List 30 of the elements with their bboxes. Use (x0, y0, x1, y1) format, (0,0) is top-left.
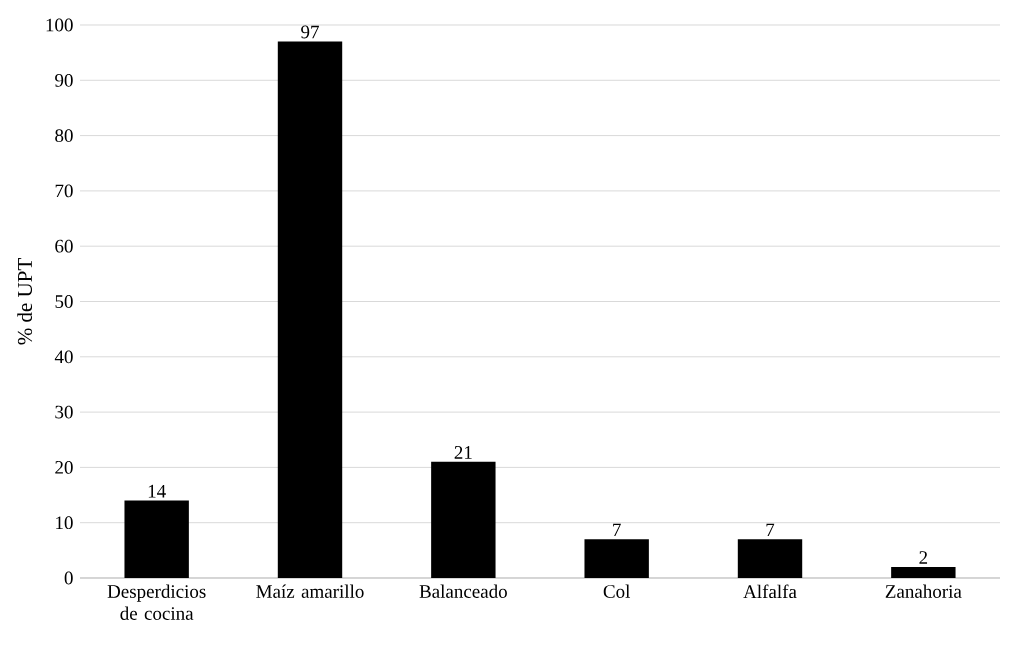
bar (277, 41, 343, 578)
bar (891, 566, 956, 578)
data-label: 97 (301, 25, 319, 39)
bar (124, 500, 189, 578)
y-tick-label: 10 (56, 516, 73, 530)
y-tick-label: 80 (55, 129, 73, 143)
y-tick-label: 100 (46, 18, 73, 32)
bar (737, 539, 803, 578)
x-tick-label: Alfalfa (743, 584, 797, 599)
data-label: 14 (148, 484, 166, 498)
x-tick-label: Zanahoria (885, 584, 962, 598)
y-tick-label: 20 (55, 460, 73, 474)
bar (431, 461, 496, 578)
y-tick-label: 60 (55, 239, 73, 253)
y-axis-title: % de UPT (17, 258, 33, 345)
y-tick-label: 90 (55, 73, 73, 87)
bar (584, 539, 649, 578)
x-tick-label: Desperdicios de cocina (107, 584, 206, 620)
y-tick-label: 40 (54, 350, 73, 364)
y-tick-label: 30 (55, 405, 73, 419)
x-tick-label: Balanceado (419, 584, 507, 598)
data-label: 21 (454, 446, 472, 459)
y-tick-label: 0 (64, 571, 73, 585)
data-label: 7 (613, 523, 621, 537)
y-tick-label: 70 (55, 184, 73, 198)
x-tick-label: Maíz amarillo (256, 584, 364, 598)
data-label: 7 (766, 523, 775, 537)
x-tick-label: Col (603, 584, 631, 598)
y-tick-label: 50 (55, 295, 73, 308)
data-label: 2 (919, 551, 928, 564)
